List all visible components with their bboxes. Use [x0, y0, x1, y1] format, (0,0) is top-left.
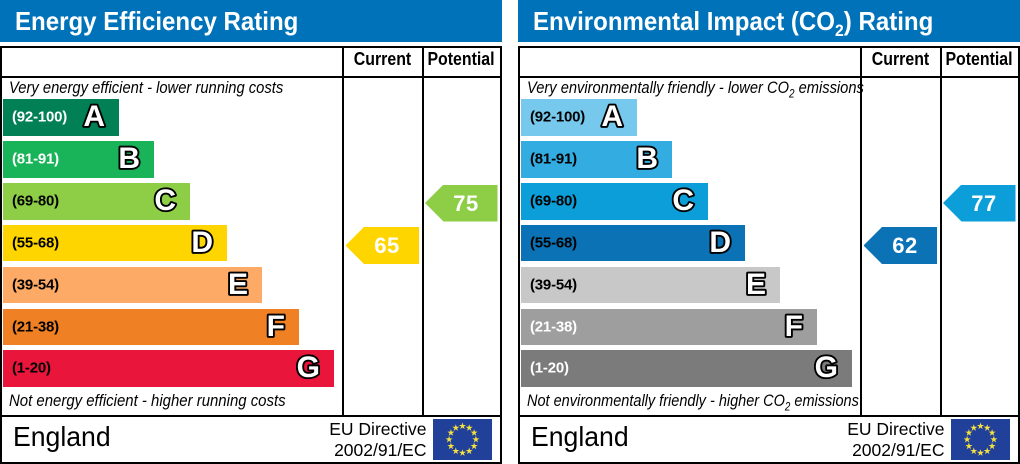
svg-text:G: G [297, 351, 320, 384]
svg-text:C: C [673, 184, 695, 217]
svg-text:D: D [191, 226, 213, 259]
svg-text:E: E [746, 268, 766, 301]
svg-text:F: F [784, 310, 802, 343]
svg-text:D: D [709, 226, 731, 259]
svg-text:A: A [83, 100, 105, 133]
svg-text:B: B [118, 142, 140, 175]
svg-text:A: A [601, 100, 623, 133]
svg-text:F: F [266, 310, 284, 343]
svg-text:E: E [228, 268, 248, 301]
svg-text:G: G [815, 351, 838, 384]
svg-text:B: B [636, 142, 658, 175]
svg-text:C: C [155, 184, 177, 217]
